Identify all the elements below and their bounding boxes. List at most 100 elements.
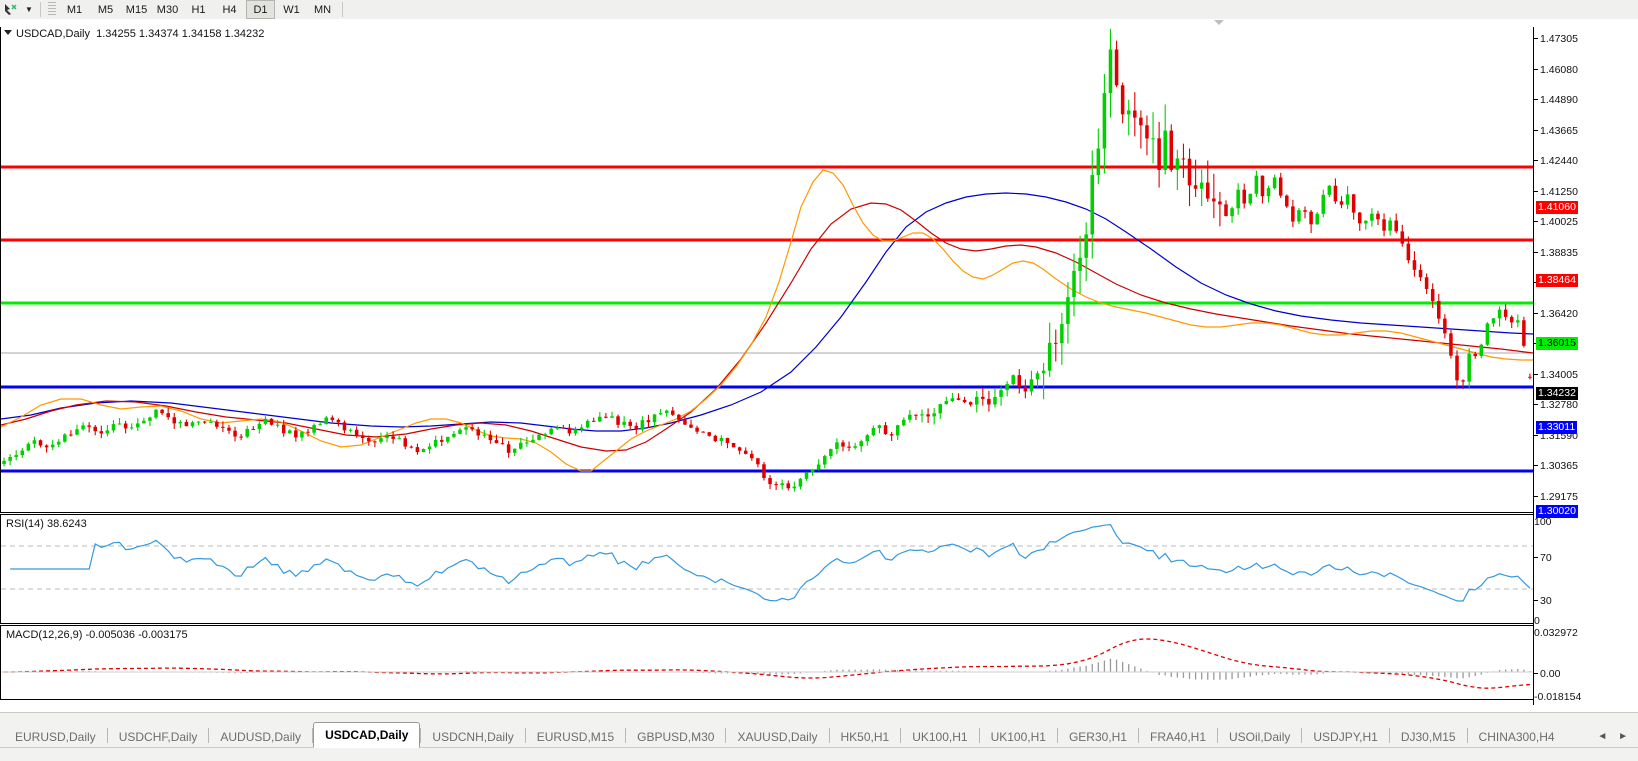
candle-body [512,448,517,453]
tab-divider [1301,728,1303,743]
timeframe-m15[interactable]: M15 [125,3,148,16]
chart-area[interactable]: USDCAD,Daily 1.34255 1.34374 1.34158 1.3… [0,19,1638,725]
candle-body [549,428,553,435]
dropdown-caret-icon[interactable]: ▼ [25,5,33,14]
candle-body [883,425,888,435]
timeframe-d1[interactable]: D1 [246,0,275,19]
candle-body [829,448,833,457]
candle-body [1078,257,1082,271]
candle-body [1126,110,1131,115]
timeframe-w1[interactable]: W1 [283,3,300,16]
candle-body [148,417,152,421]
candle-body [391,436,395,439]
chart-tab-hk50-h1[interactable]: HK50,H1 [840,729,890,744]
chart-tab-usdjpy-h1[interactable]: USDJPY,H1 [1313,729,1378,744]
candle-body [202,421,207,423]
chart-tab-xauusd-daily[interactable]: XAUUSD,Daily [737,729,818,744]
chart-tab-usdchf-daily[interactable]: USDCHF,Daily [118,729,198,744]
timeframe-m30[interactable]: M30 [156,3,179,16]
candle-body [1120,85,1125,115]
candle-body [841,442,845,447]
tab-scroll-arrows[interactable]: ◄ ► [1597,731,1632,742]
chart-tab-ger30-h1[interactable]: GER30,H1 [1068,729,1127,744]
price-axis[interactable]: 1.47305 1.46080 1.44890 1.43665 1.42440 1.412… [1533,27,1638,705]
candle-body [1090,175,1095,235]
candle-body [403,438,408,447]
candle-body [877,425,882,429]
macd-tick-0neg00: 0.00 [1534,668,1560,680]
tab-divider [725,728,727,743]
chart-tab-fra40-h1[interactable]: FRA40,H1 [1149,729,1207,744]
candle-body [93,426,97,432]
timeframe-h4[interactable]: H4 [222,3,237,16]
chart-tab-eurusd-daily[interactable]: EURUSD,Daily [15,729,96,744]
chart-tab-uk100-h1[interactable]: UK100,H1 [912,729,968,744]
candle-body [1309,211,1313,225]
candle-body [506,444,511,453]
candle-body [1254,175,1259,194]
candle-body [251,428,256,430]
chart-tab-dj30-m15[interactable]: DJ30,M15 [1400,729,1456,744]
chart-scroll-strip[interactable] [0,19,1638,27]
chart-tab-gbpusd-m30[interactable]: GBPUSD,M30 [637,729,715,744]
candle-body [707,432,712,436]
timeframe-mn[interactable]: MN [313,3,332,16]
price-tick-1-46080: 1.46080 [1534,64,1578,76]
chart-tab-usdcad-daily[interactable]: USDCAD,Daily [313,722,421,748]
timeframe-m5[interactable]: M5 [97,3,114,16]
cursor-crosshair-icon[interactable] [0,1,22,18]
candle-body [105,430,110,434]
rsi-line [10,523,1531,602]
candle-body [1017,375,1022,387]
candle-body [190,422,195,427]
ma-slow-line [1,192,1533,432]
candle-body [1443,318,1447,334]
candle-body [1291,206,1295,222]
tab-divider [900,728,902,743]
candle-body [573,429,578,434]
candle-body [1455,355,1459,381]
candle-body [750,453,754,459]
timeframe-m1[interactable]: M1 [66,3,83,16]
candle-body [215,421,219,427]
chart-tab-uk100-h1[interactable]: UK100,H1 [990,729,1046,744]
candle-body [604,416,608,418]
candle-body [677,414,681,420]
rsi-pane[interactable]: RSI(14) 38.6243 [0,514,1533,624]
toolbar-grip-handle[interactable] [48,2,56,17]
candle-body [409,446,414,448]
candle-body [1388,220,1392,231]
candle-body [330,417,335,420]
chart-tab-eurusd-m15[interactable]: EURUSD,M15 [536,729,615,744]
tab-divider [524,728,526,743]
macd-pane[interactable]: MACD(12,26,9) -0.005036 -0.003175 [0,625,1533,700]
candle-body [324,417,329,425]
legend-collapse-icon[interactable] [4,30,12,35]
candle-body [895,425,900,436]
chart-tab-china300-h4[interactable]: CHINA300,H4 [1478,729,1555,744]
chart-tabs: EURUSD,Daily USDCHF,Daily AUDUSD,Daily USDC… [0,722,1566,748]
chart-tab-usoil-daily[interactable]: USOil,Daily [1229,729,1291,744]
timeframe-h1[interactable]: H1 [191,3,206,16]
candle-body [415,447,420,453]
candle-body [859,441,863,447]
price-tag-1-38464: 1.38464 [1536,274,1578,287]
tab-divider [1056,728,1058,743]
chart-tab-audusd-daily[interactable]: AUDUSD,Daily [220,729,302,744]
chart-tab-usdcnh-daily[interactable]: USDCNH,Daily [432,729,514,744]
price-tick-1-38835: 1.38835 [1534,247,1578,259]
candle-body [63,434,67,442]
candle-body [701,431,705,433]
candle-body [1054,342,1058,344]
candle-body [725,437,730,443]
candle-body [652,414,657,423]
candle-body [154,409,158,418]
candle-body [397,438,401,440]
price-pane[interactable] [0,27,1533,513]
candle-body [1187,158,1192,186]
candle-body [1491,318,1496,324]
candle-body [1011,375,1015,384]
candle-body [786,483,791,489]
candle-body [579,427,584,430]
candle-body [731,442,736,448]
